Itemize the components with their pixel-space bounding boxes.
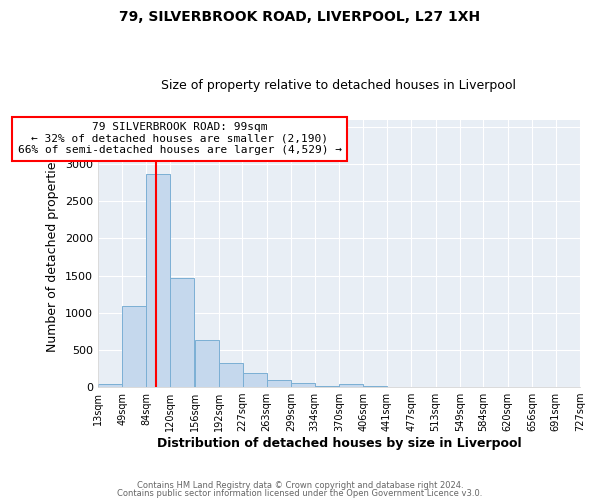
X-axis label: Distribution of detached houses by size in Liverpool: Distribution of detached houses by size …: [157, 437, 521, 450]
Text: 79 SILVERBROOK ROAD: 99sqm
← 32% of detached houses are smaller (2,190)
66% of s: 79 SILVERBROOK ROAD: 99sqm ← 32% of deta…: [18, 122, 342, 156]
Bar: [219, 362, 243, 387]
Bar: [339, 384, 363, 387]
Y-axis label: Number of detached properties: Number of detached properties: [46, 155, 59, 352]
Bar: [267, 380, 291, 387]
Bar: [242, 373, 266, 387]
Text: Contains public sector information licensed under the Open Government Licence v3: Contains public sector information licen…: [118, 488, 482, 498]
Bar: [98, 384, 122, 387]
Bar: [194, 340, 218, 387]
Bar: [315, 386, 339, 387]
Bar: [122, 306, 146, 387]
Text: 79, SILVERBROOK ROAD, LIVERPOOL, L27 1XH: 79, SILVERBROOK ROAD, LIVERPOOL, L27 1XH: [119, 10, 481, 24]
Bar: [146, 174, 170, 387]
Bar: [170, 278, 194, 387]
Text: Contains HM Land Registry data © Crown copyright and database right 2024.: Contains HM Land Registry data © Crown c…: [137, 481, 463, 490]
Bar: [291, 384, 315, 387]
Bar: [364, 386, 388, 387]
Title: Size of property relative to detached houses in Liverpool: Size of property relative to detached ho…: [161, 79, 517, 92]
